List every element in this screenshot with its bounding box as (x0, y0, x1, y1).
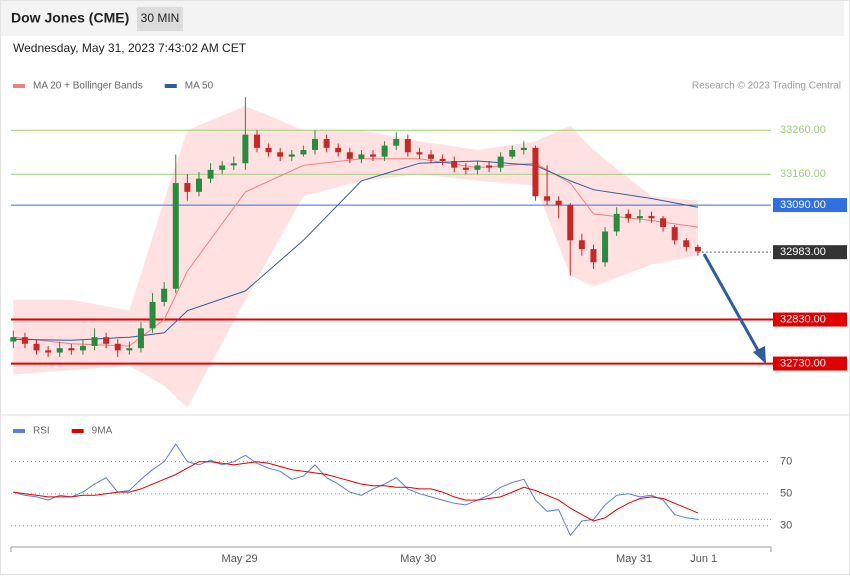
candle-body (648, 216, 655, 219)
indicator-line (13, 443, 698, 537)
candle-body (393, 139, 400, 146)
candle-body (578, 240, 585, 250)
candle-body (161, 288, 168, 302)
candle-body (103, 337, 110, 344)
level-label-box (773, 245, 847, 260)
level-label: 32830.00 (780, 313, 826, 325)
plot: MA 20 + Bollinger Bands MA 50 33260.00 3316… (10, 81, 847, 565)
candle-body (497, 156, 504, 168)
candle-body (346, 152, 353, 159)
candle-body (253, 134, 260, 148)
candle-body (114, 343, 121, 351)
candle-body (195, 178, 202, 192)
candle-body (265, 147, 272, 153)
candle-body (277, 152, 284, 157)
candle-body (590, 249, 597, 263)
candle-body (625, 213, 632, 219)
y-tick-label: 70 (780, 456, 792, 468)
candle-body (126, 348, 133, 351)
legend-swatch (164, 84, 177, 88)
candle-body (370, 154, 377, 157)
candle-body (509, 150, 516, 157)
candle-body (323, 139, 330, 148)
candle-body (219, 165, 226, 170)
candle-body (660, 218, 667, 228)
candle-body (474, 165, 481, 170)
candle-body (335, 147, 342, 153)
legend-label: MA 50 (185, 81, 214, 92)
credit: Research © 2023 Trading Central (692, 81, 841, 92)
level-label-box (773, 198, 847, 213)
indicator-line (13, 461, 699, 522)
candle-body (404, 139, 411, 153)
x-tick-label: May 30 (400, 553, 436, 565)
level-label-box (773, 312, 847, 327)
candle-body (45, 350, 52, 353)
candle-body (520, 147, 527, 151)
level-label: 32730.00 (780, 357, 826, 369)
candle-body (567, 205, 574, 241)
candle-body (428, 154, 435, 159)
candle-body (68, 348, 75, 351)
legend-swatch (13, 84, 25, 88)
candle-body (288, 154, 295, 157)
interval-button[interactable] (137, 7, 183, 31)
candle-body (602, 231, 609, 263)
candle-body (532, 147, 539, 197)
legend-label: 9MA (92, 426, 113, 437)
candle-body (33, 343, 40, 351)
candle-body (56, 348, 63, 353)
candle-body (694, 246, 701, 252)
candle-body (683, 240, 690, 247)
forecast-arrowhead (753, 346, 766, 364)
legend-swatch (71, 429, 84, 433)
candle-body (312, 139, 318, 151)
level-label: 33090.00 (780, 199, 826, 211)
timestamp: Wednesday, May 31, 2023 7:43:02 AM CET (13, 41, 247, 55)
candle-body (486, 165, 493, 168)
x-tick-label: May 31 (616, 553, 652, 565)
legend-swatch (13, 429, 25, 433)
candle-body (358, 154, 365, 159)
candle-body (184, 183, 191, 192)
level-label: 33260.00 (780, 124, 826, 136)
candle-body (555, 200, 562, 206)
candle-body (242, 134, 249, 164)
legend-label: MA 20 + Bollinger Bands (33, 81, 143, 92)
candle-body (21, 337, 28, 344)
bollinger-band (13, 106, 698, 408)
candle-body (451, 161, 458, 168)
candle-body (613, 213, 620, 232)
candle-body (149, 301, 156, 329)
candle-body (439, 158, 446, 162)
candle-body (79, 345, 86, 351)
candle-body (10, 337, 17, 342)
candle-body (381, 145, 388, 157)
candle-body (230, 163, 237, 166)
candle-body (671, 227, 678, 241)
level-label: 32983.00 (780, 246, 826, 258)
candle-body (137, 328, 144, 349)
candle-body (544, 196, 551, 201)
title: Dow Jones (CME) (11, 10, 129, 26)
level-label: 33160.00 (780, 168, 826, 180)
y-tick-label: 30 (780, 520, 792, 532)
candle-body (172, 183, 179, 289)
forecast-arrow (702, 253, 762, 355)
y-tick-label: 50 (780, 488, 792, 500)
candle-body (207, 169, 214, 179)
candle-body (416, 152, 423, 155)
legend-label: RSI (33, 426, 50, 437)
interval[interactable]: 30 MIN (141, 11, 180, 25)
candle-body (91, 337, 98, 346)
level-label-box (773, 356, 847, 371)
candle-body (636, 216, 643, 219)
x-tick-label: Jun 1 (690, 553, 717, 565)
x-tick-label: May 29 (222, 553, 258, 565)
candle-body (300, 150, 307, 155)
candle-body (462, 167, 469, 170)
